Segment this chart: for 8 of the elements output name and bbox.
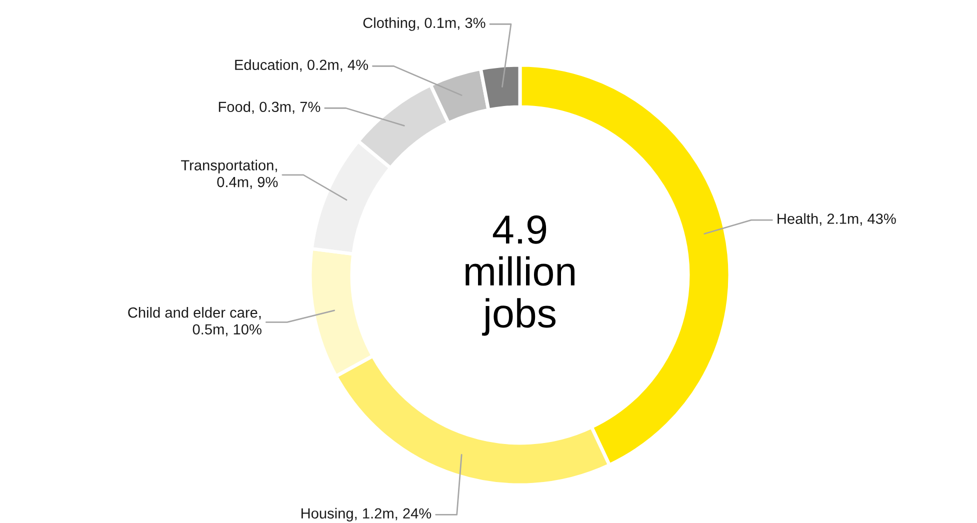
slice-label: Housing, 1.2m, 24% xyxy=(302,508,432,522)
text: 4.9 million jobs xyxy=(466,215,574,336)
slice-label: Transportation, 0.4m, 9% xyxy=(181,160,278,189)
slice-label: Education, 0.2m, 4% xyxy=(235,59,368,72)
slice-label: Child and elder care, 0.5m, 10% xyxy=(128,307,262,336)
slice-label: Food, 0.3m, 7% xyxy=(218,101,320,114)
slice-label: Health, 2.1m, 43% xyxy=(778,213,896,226)
slice-label: Clothing, 0.1m, 3% xyxy=(363,17,486,31)
